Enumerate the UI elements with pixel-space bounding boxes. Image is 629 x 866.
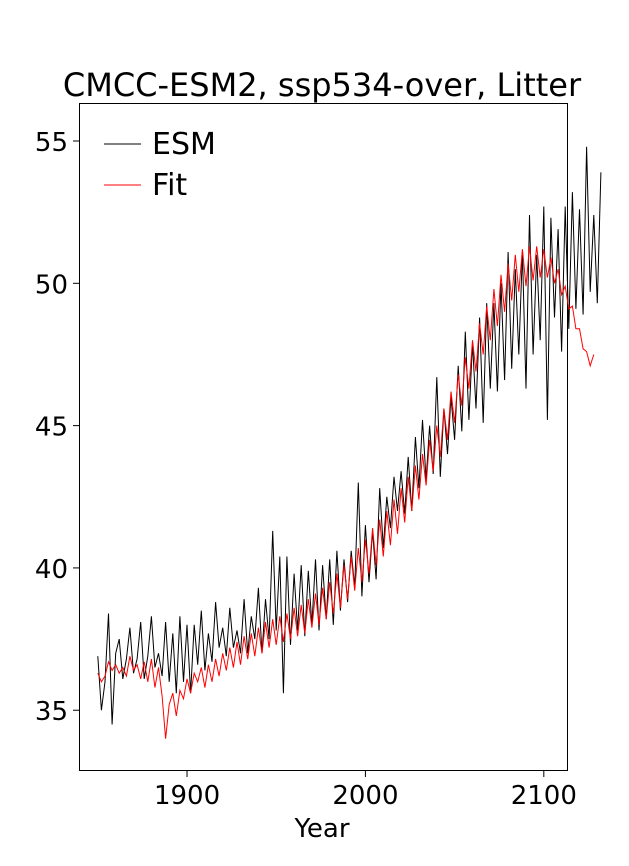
y-tick-label: 50 — [35, 270, 68, 300]
x-axis: 1900 2000 2100 — [154, 770, 577, 811]
y-axis: 35 40 45 50 55 — [35, 128, 80, 727]
x-tick-label: 2100 — [511, 781, 577, 811]
y-tick-label: 55 — [35, 128, 68, 158]
y-tick-label: 35 — [35, 697, 68, 727]
plot-frame — [79, 103, 568, 771]
x-tick-label: 2000 — [332, 781, 398, 811]
series-line-esm — [97, 146, 602, 725]
legend: ESM Fit — [104, 127, 216, 203]
x-tick-label: 1900 — [154, 781, 220, 811]
legend-label-fit: Fit — [152, 168, 187, 203]
series-layer — [97, 146, 602, 739]
plot-area — [79, 103, 568, 771]
chart-title: CMCC-ESM2, ssp534-over, Litter — [63, 66, 582, 104]
legend-label-esm: ESM — [152, 127, 216, 162]
y-tick-label: 45 — [35, 413, 68, 443]
series-line-fit — [97, 246, 595, 739]
x-axis-label: Year — [293, 814, 349, 844]
y-tick-label: 40 — [35, 555, 68, 585]
